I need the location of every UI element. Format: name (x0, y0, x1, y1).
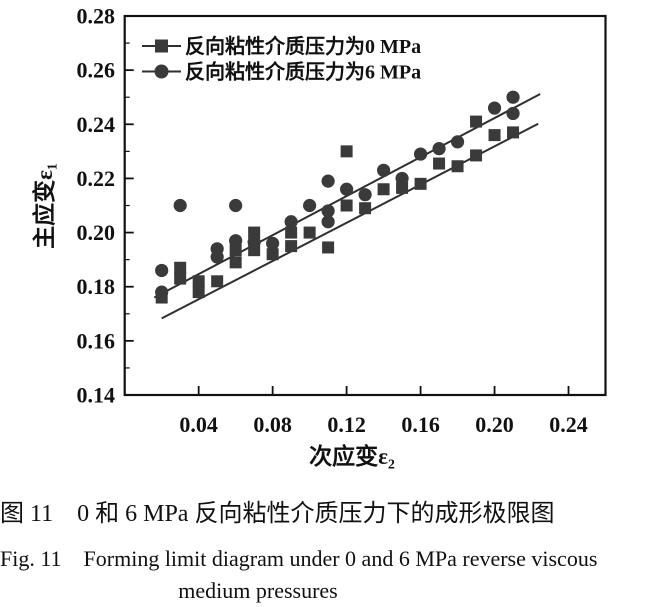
y-tick-label: 0.28 (77, 4, 116, 29)
x-tick-label: 0.24 (549, 412, 588, 437)
scatter-point-6mpa (229, 234, 243, 248)
x-tick-label: 0.04 (179, 412, 218, 437)
scatter-point-0mpa (229, 256, 242, 269)
x-tick-label: 0.08 (253, 412, 292, 437)
x-tick-label: 0.16 (401, 412, 440, 437)
scatter-point-6mpa (155, 285, 169, 299)
scatter-point-0mpa (359, 202, 372, 215)
forming-limit-diagram: 0.14 0.16 0.18 0.20 0.22 0.24 0.26 0.28 0.04 0.08… (31, 4, 607, 469)
caption-english-line1: Fig. 11 Forming limit diagram under 0 an… (0, 546, 598, 571)
scatter-point-0mpa (414, 177, 427, 190)
legend-label-0mpa: 反向粘性介质压力为0 MPa (185, 34, 421, 58)
plot-area: 0.14 0.16 0.18 0.20 0.22 0.24 0.26 0.28 0.04 0.08… (77, 4, 588, 438)
scatter-point-0mpa (322, 241, 335, 254)
scatter-point-0mpa (396, 181, 409, 194)
scatter-point-6mpa (506, 90, 520, 104)
y-tick-label: 0.20 (77, 220, 116, 245)
scatter-point-0mpa (174, 272, 187, 285)
x-axis-title: 次应变ε₂ (309, 443, 395, 469)
scatter-point-0mpa (340, 145, 353, 158)
scatter-point-0mpa (377, 183, 390, 196)
scatter-point-0mpa (470, 149, 483, 162)
scatter-point-6mpa (450, 135, 465, 149)
scatter-point-0mpa (470, 115, 483, 128)
x-tick-label: 0.12 (327, 412, 366, 437)
scatter-point-0mpa (174, 261, 187, 274)
y-tick-label: 0.16 (77, 328, 116, 353)
plot-frame (123, 14, 607, 397)
scatter-point-6mpa (395, 171, 409, 186)
y-tick-label: 0.24 (77, 112, 116, 137)
scatter-point-0mpa (248, 226, 261, 239)
scatter-point-0mpa (451, 160, 464, 173)
scatter-point-0mpa (285, 226, 298, 239)
scatter-point-6mpa (432, 142, 446, 156)
scatter-point-0mpa (192, 286, 205, 299)
scatter-point-6mpa (247, 235, 261, 249)
scatter-point-6mpa (506, 106, 520, 121)
scatter-point-0mpa (340, 199, 353, 212)
scatter-point-6mpa (284, 215, 298, 229)
y-tick-label: 0.14 (77, 383, 116, 408)
scatter-point-0mpa (433, 157, 446, 170)
scatter-point-6mpa (413, 147, 428, 161)
scatter-point-6mpa (266, 236, 280, 250)
scatter-point-0mpa (507, 126, 520, 139)
scatter-point-0mpa (266, 248, 279, 261)
scatter-point-6mpa (321, 215, 335, 229)
scatter-point-6mpa (173, 198, 187, 213)
scatter-point-6mpa (210, 250, 224, 264)
caption-english-line2: medium pressures (178, 578, 338, 603)
scatter-point-0mpa (229, 244, 242, 257)
legend-label-6mpa: 反向粘性介质压力为6 MPa (185, 60, 421, 84)
scatter-point-6mpa (358, 188, 372, 202)
caption-chinese: 图 11 0 和 6 MPa 反向粘性介质压力下的成形极限图 (0, 501, 555, 527)
legend: 反向粘性介质压力为0 MPa 反向粘性介质压力为6 MPa (142, 34, 421, 84)
scatter-point-0mpa (192, 275, 205, 288)
scatter-point-6mpa (321, 174, 335, 188)
scatter-point-0mpa (248, 244, 261, 257)
scatter-point-0mpa (303, 226, 316, 239)
scatter-point-6mpa (321, 204, 335, 218)
scatter-point-6mpa (487, 101, 502, 115)
legend-square-marker (155, 39, 168, 53)
scatter-point-0mpa (488, 129, 501, 142)
legend-swatches (142, 39, 181, 79)
y-tick-label: 0.18 (77, 274, 116, 299)
y-tick-label: 0.26 (77, 58, 116, 83)
scatter-point-6mpa (340, 182, 354, 196)
scatter-point-6mpa (155, 263, 169, 278)
y-tick-label: 0.22 (77, 166, 116, 191)
scatter-point-0mpa (285, 240, 298, 253)
scatter-point-6mpa (303, 198, 317, 213)
x-tick-label: 0.20 (475, 412, 514, 437)
scatter-point-6mpa (229, 198, 243, 213)
y-axis-title: 主应变ε₁ (31, 163, 57, 249)
legend-circle-marker (154, 64, 169, 79)
scatter-point-6mpa (376, 163, 391, 177)
scatter-point-0mpa (211, 275, 224, 288)
